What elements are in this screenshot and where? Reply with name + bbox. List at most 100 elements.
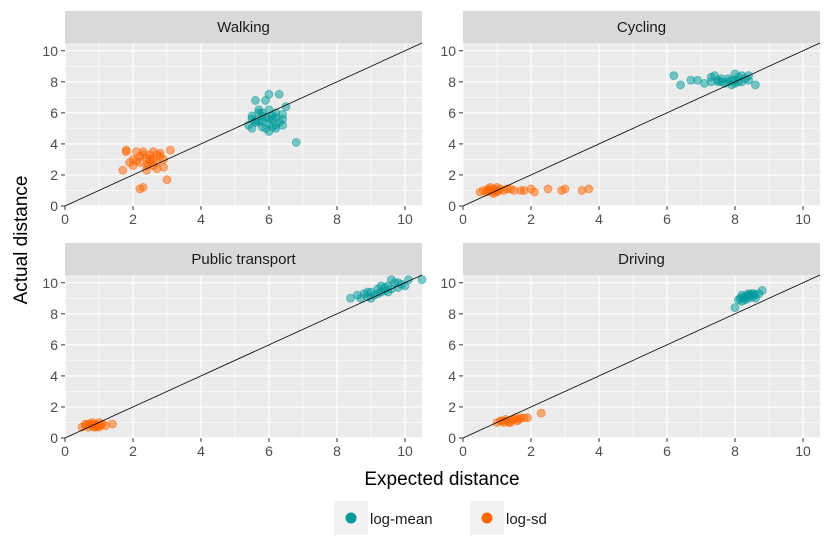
data-point xyxy=(676,80,685,90)
data-point xyxy=(497,416,507,426)
data-point xyxy=(254,108,264,118)
y-tick-label: 8 xyxy=(50,74,58,90)
facet-driving: Driving 0 2 4 6 8 10 0 2 4 6 8 10 xyxy=(440,243,821,459)
y-tick-label: 2 xyxy=(50,167,58,183)
x-tick-label: 4 xyxy=(197,443,205,459)
y-tick-label: 0 xyxy=(50,430,58,446)
y-tick-label: 10 xyxy=(440,275,456,291)
data-point xyxy=(257,116,267,126)
data-point xyxy=(264,89,274,99)
legend-swatch xyxy=(481,512,493,524)
y-tick-label: 6 xyxy=(448,337,456,353)
x-tick-label: 10 xyxy=(795,443,811,459)
legend-label: log-mean xyxy=(370,511,433,528)
data-point xyxy=(506,184,516,194)
data-point xyxy=(530,187,539,197)
facet-title: Walking xyxy=(217,19,270,36)
data-point xyxy=(159,162,169,172)
x-tick-label: 8 xyxy=(333,443,341,459)
series-log-mean xyxy=(346,275,427,303)
y-tick-label: 8 xyxy=(448,306,456,322)
y-axis-title: Actual distance xyxy=(11,176,32,305)
x-tick-label: 10 xyxy=(397,443,413,459)
facet-strip xyxy=(65,11,422,43)
x-tick-label: 6 xyxy=(265,443,273,459)
x-tick-label: 2 xyxy=(527,211,535,227)
data-point xyxy=(482,186,492,195)
data-point xyxy=(162,175,172,185)
x-tick-label: 8 xyxy=(333,211,341,227)
data-point xyxy=(278,110,288,119)
y-tick-label: 8 xyxy=(50,306,58,322)
x-axis-title: Expected distance xyxy=(364,469,519,490)
data-point xyxy=(101,421,111,430)
data-point xyxy=(417,275,427,285)
data-point xyxy=(121,145,131,155)
y-tick-label: 0 xyxy=(448,198,456,214)
y-tick-label: 2 xyxy=(50,399,58,415)
data-point xyxy=(138,147,148,157)
x-tick-label: 4 xyxy=(197,211,205,227)
x-tick-label: 2 xyxy=(129,211,137,227)
series-log-sd xyxy=(492,408,546,427)
reference-line xyxy=(64,42,423,207)
legend-label: log-sd xyxy=(506,511,547,528)
y-tick-label: 4 xyxy=(50,368,58,384)
data-point xyxy=(560,184,570,194)
y-tick-label: 10 xyxy=(42,43,58,59)
series-log-mean xyxy=(244,89,301,147)
data-point xyxy=(519,186,529,195)
x-tick-label: 0 xyxy=(459,211,467,227)
x-tick-label: 0 xyxy=(61,211,69,227)
x-tick-label: 6 xyxy=(663,443,671,459)
x-tick-label: 6 xyxy=(265,211,273,227)
series-log-mean xyxy=(730,286,767,313)
x-tick-label: 0 xyxy=(459,443,467,459)
data-point xyxy=(81,419,90,429)
reference-line xyxy=(462,42,821,207)
legend: log-mean log-sd xyxy=(334,501,547,535)
facet-strip xyxy=(463,11,820,43)
data-point xyxy=(523,413,532,423)
data-point xyxy=(584,184,594,194)
y-tick-label: 6 xyxy=(50,105,58,121)
facet-title: Driving xyxy=(618,251,665,268)
facet-strip xyxy=(463,243,820,275)
facet-title: Cycling xyxy=(617,19,666,36)
series-log-sd xyxy=(118,145,175,194)
y-tick-label: 4 xyxy=(448,368,456,384)
data-point xyxy=(706,77,716,87)
data-point xyxy=(730,303,740,313)
data-point xyxy=(543,184,553,194)
data-point xyxy=(274,89,284,99)
data-point xyxy=(250,96,260,105)
data-point xyxy=(536,408,546,418)
x-tick-label: 8 xyxy=(731,211,739,227)
data-point xyxy=(165,145,175,155)
data-point xyxy=(131,156,141,166)
y-tick-label: 6 xyxy=(448,105,456,121)
data-point xyxy=(751,80,760,90)
facet-public-transport: Public transport 0 2 4 6 8 10 0 2 4 6 8 10 xyxy=(42,243,427,459)
y-tick-label: 8 xyxy=(448,74,456,90)
data-point xyxy=(291,137,301,147)
x-tick-label: 8 xyxy=(731,443,739,459)
y-tick-label: 10 xyxy=(440,43,456,59)
y-tick-label: 0 xyxy=(448,430,456,446)
data-point xyxy=(757,286,767,295)
facet-strip xyxy=(65,243,422,275)
facet-title: Public transport xyxy=(191,251,296,268)
data-point xyxy=(514,414,524,424)
x-tick-label: 4 xyxy=(595,211,603,227)
facet-cycling: Cycling 0 2 4 6 8 10 0 2 4 6 8 10 xyxy=(440,11,821,227)
y-tick-label: 2 xyxy=(448,399,456,415)
x-tick-label: 2 xyxy=(129,443,137,459)
y-tick-label: 2 xyxy=(448,167,456,183)
x-tick-label: 4 xyxy=(595,443,603,459)
data-point xyxy=(363,287,373,297)
data-point xyxy=(740,295,750,305)
legend-item-log-mean: log-mean xyxy=(334,501,433,535)
x-tick-label: 6 xyxy=(663,211,671,227)
